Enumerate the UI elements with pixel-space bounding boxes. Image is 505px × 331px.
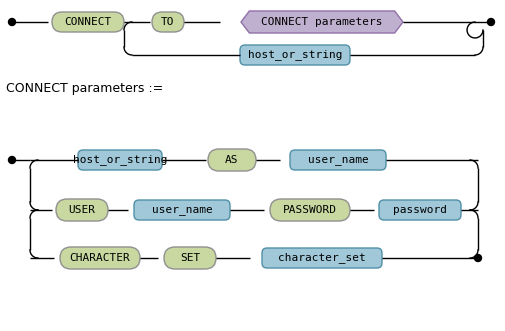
Text: user_name: user_name	[152, 205, 212, 215]
FancyBboxPatch shape	[239, 45, 349, 65]
FancyBboxPatch shape	[208, 149, 256, 171]
Text: SET: SET	[179, 253, 200, 263]
Text: user_name: user_name	[307, 155, 368, 165]
FancyBboxPatch shape	[152, 12, 184, 32]
Text: CONNECT parameters: CONNECT parameters	[261, 17, 382, 27]
FancyBboxPatch shape	[378, 200, 460, 220]
Text: host_or_string: host_or_string	[73, 155, 167, 166]
Text: TO: TO	[161, 17, 174, 27]
FancyBboxPatch shape	[262, 248, 381, 268]
FancyBboxPatch shape	[134, 200, 230, 220]
Text: AS: AS	[225, 155, 238, 165]
Circle shape	[9, 157, 16, 164]
Text: CONNECT parameters :=: CONNECT parameters :=	[6, 81, 163, 94]
FancyBboxPatch shape	[78, 150, 162, 170]
Polygon shape	[240, 11, 402, 33]
FancyBboxPatch shape	[270, 199, 349, 221]
Circle shape	[486, 19, 493, 25]
FancyBboxPatch shape	[60, 247, 140, 269]
Text: CONNECT: CONNECT	[64, 17, 112, 27]
Circle shape	[474, 255, 481, 261]
Text: character_set: character_set	[278, 253, 365, 263]
FancyBboxPatch shape	[164, 247, 216, 269]
Text: password: password	[392, 205, 446, 215]
Text: host_or_string: host_or_string	[247, 50, 341, 61]
FancyBboxPatch shape	[289, 150, 385, 170]
Circle shape	[9, 19, 16, 25]
Text: USER: USER	[68, 205, 95, 215]
Text: PASSWORD: PASSWORD	[282, 205, 336, 215]
FancyBboxPatch shape	[56, 199, 108, 221]
FancyBboxPatch shape	[52, 12, 124, 32]
Text: CHARACTER: CHARACTER	[70, 253, 130, 263]
